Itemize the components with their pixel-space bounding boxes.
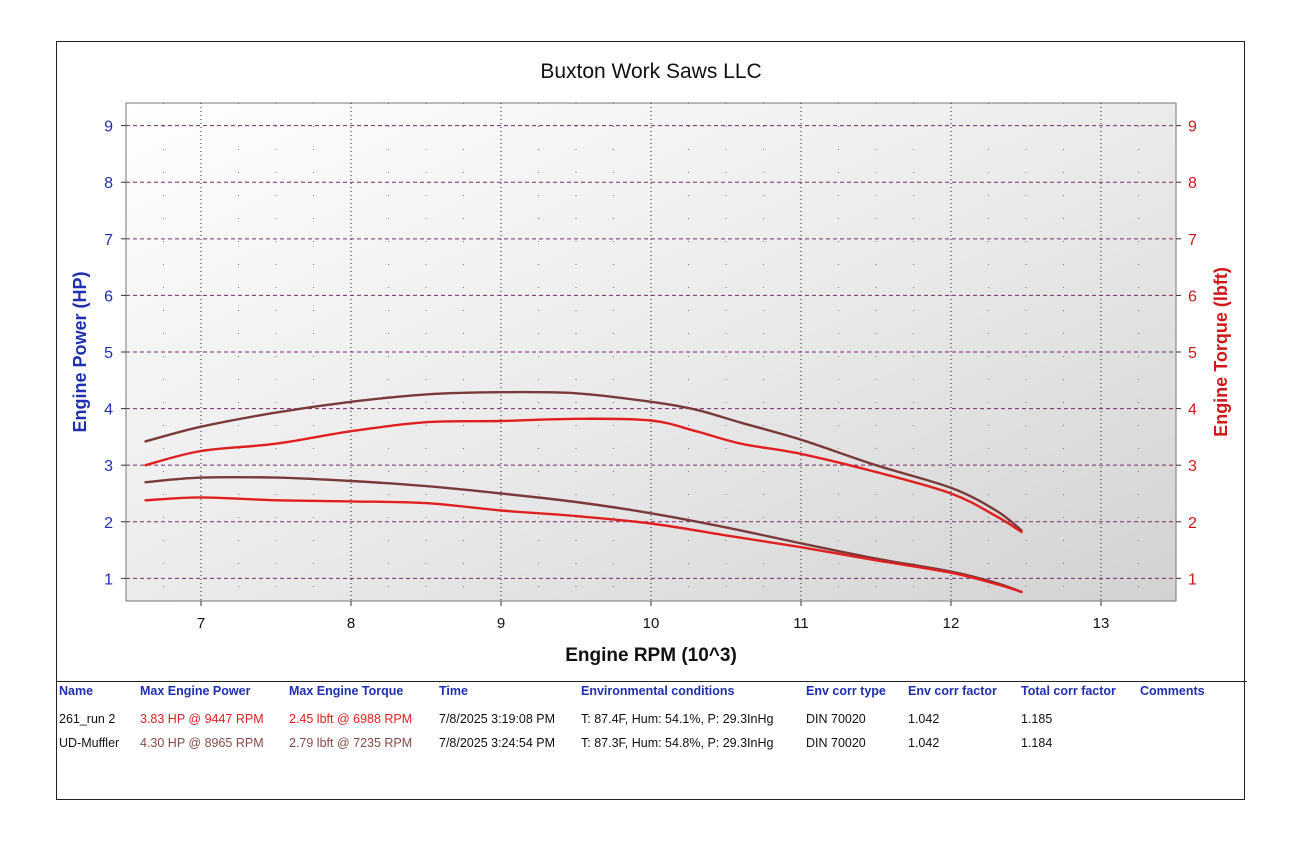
results-table: Name Max Engine Power Max Engine Torque … bbox=[56, 681, 1247, 800]
y-tick-label-right: 9 bbox=[1188, 119, 1197, 136]
row-time: 7/8/2025 3:19:08 PM bbox=[439, 712, 556, 726]
header-max-torque: Max Engine Torque bbox=[289, 684, 404, 698]
y-tick-label-right: 1 bbox=[1188, 571, 1197, 588]
y-tick-label-right: 8 bbox=[1188, 175, 1197, 192]
row-max-power: 4.30 HP @ 8965 RPM bbox=[140, 736, 264, 750]
row-name: 261_run 2 bbox=[59, 712, 116, 726]
row-total-corr-factor: 1.185 bbox=[1021, 712, 1053, 726]
header-max-power: Max Engine Power bbox=[140, 684, 251, 698]
y-tick-label-left: 9 bbox=[104, 119, 113, 136]
y-axis-label-left: Engine Power (HP) bbox=[70, 271, 90, 432]
y-tick-label-left: 2 bbox=[104, 515, 113, 532]
row-max-power: 3.83 HP @ 9447 RPM bbox=[140, 712, 264, 726]
series-line-ud-muffler-engine-power bbox=[144, 390, 1023, 532]
row-max-torque: 2.79 lbft @ 7235 RPM bbox=[289, 736, 413, 750]
y-tick-label-right: 2 bbox=[1188, 515, 1197, 532]
table-row[interactable]: 261_run 2 3.83 HP @ 9447 RPM 2.45 lbft @… bbox=[56, 710, 1247, 730]
y-tick-label-left: 6 bbox=[104, 288, 113, 305]
row-total-corr-factor: 1.184 bbox=[1021, 736, 1053, 750]
x-tick-label: 9 bbox=[497, 615, 505, 632]
table-row[interactable]: UD-Muffler 4.30 HP @ 8965 RPM 2.79 lbft … bbox=[56, 734, 1247, 754]
y-tick-label-left: 3 bbox=[104, 458, 113, 475]
y-tick-label-right: 4 bbox=[1188, 402, 1197, 419]
x-axis-label: Engine RPM (10^3) bbox=[565, 645, 737, 666]
table-header-row: Name Max Engine Power Max Engine Torque … bbox=[56, 682, 1247, 702]
header-env-corr-factor: Env corr factor bbox=[908, 684, 997, 698]
x-tick-label: 10 bbox=[643, 615, 660, 632]
row-env-corr-factor: 1.042 bbox=[908, 736, 940, 750]
x-tick-label: 13 bbox=[1093, 615, 1110, 632]
y-axis-label-right: Engine Torque (lbft) bbox=[1211, 267, 1231, 437]
header-name: Name bbox=[59, 684, 94, 698]
y-tick-label-right: 6 bbox=[1188, 288, 1197, 305]
header-total-corr-factor: Total corr factor bbox=[1021, 684, 1116, 698]
y-tick-label-left: 8 bbox=[104, 175, 113, 192]
header-env-conditions: Environmental conditions bbox=[581, 684, 735, 698]
series-line-261-run-2-engine-power bbox=[144, 417, 1023, 534]
y-tick-label-left: 4 bbox=[104, 402, 113, 419]
row-env-corr-type: DIN 70020 bbox=[806, 736, 866, 750]
row-max-torque: 2.45 lbft @ 6988 RPM bbox=[289, 712, 413, 726]
header-comments: Comments bbox=[1140, 684, 1205, 698]
row-name: UD-Muffler bbox=[59, 736, 120, 750]
x-tick-label: 8 bbox=[347, 615, 355, 632]
series-lines bbox=[144, 390, 1023, 594]
x-tick-label: 12 bbox=[943, 615, 960, 632]
grid bbox=[125, 103, 1177, 601]
y-tick-label-right: 5 bbox=[1188, 345, 1197, 362]
header-time: Time bbox=[439, 684, 468, 698]
x-tick-label: 7 bbox=[197, 615, 205, 632]
row-env-corr-type: DIN 70020 bbox=[806, 712, 866, 726]
header-env-corr-type: Env corr type bbox=[806, 684, 886, 698]
row-env-conditions: T: 87.4F, Hum: 54.1%, P: 29.3InHg bbox=[581, 712, 774, 726]
y-tick-label-left: 5 bbox=[104, 345, 113, 362]
y-tick-label-left: 1 bbox=[104, 571, 113, 588]
series-line-261-run-2-engine-torque bbox=[144, 496, 1023, 594]
row-env-corr-factor: 1.042 bbox=[908, 712, 940, 726]
y-tick-label-right: 7 bbox=[1188, 232, 1197, 249]
y-tick-label-left: 7 bbox=[104, 232, 113, 249]
row-time: 7/8/2025 3:24:54 PM bbox=[439, 736, 556, 750]
y-tick-label-right: 3 bbox=[1188, 458, 1197, 475]
chart-title: Buxton Work Saws LLC bbox=[540, 60, 761, 83]
row-env-conditions: T: 87.3F, Hum: 54.8%, P: 29.3InHg bbox=[581, 736, 774, 750]
x-tick-label: 11 bbox=[793, 615, 809, 632]
